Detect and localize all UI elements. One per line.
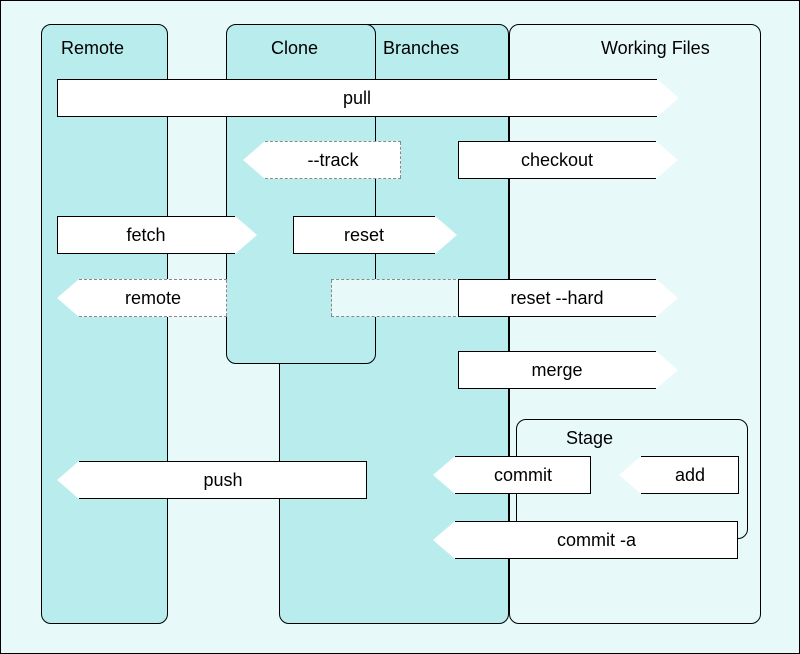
arrow-add: add [619,456,739,494]
label-stage: Stage [566,428,613,449]
arrow-text: remote [125,288,181,309]
arrow-push: push [57,461,367,499]
label-remote: Remote [61,38,124,59]
arrow-text: --track [308,150,359,171]
arrow-resethard-pre [331,279,461,317]
arrow-text: checkout [521,150,593,171]
arrow-reset: reset [293,216,457,254]
arrow-track: --track [243,141,401,179]
arrow-text: fetch [126,225,165,246]
arrow-text: reset --hard [510,288,603,309]
arrow-text: add [675,465,705,486]
arrow-text: commit [494,465,552,486]
git-flow-diagram: Branches Remote Clone Working Files Stag… [0,0,800,654]
arrow-fetch: fetch [57,216,257,254]
arrow-text: commit -a [557,530,636,551]
arrow-text: pull [343,88,371,109]
label-branches: Branches [383,38,459,59]
arrow-text: push [203,470,242,491]
label-clone: Clone [271,38,318,59]
arrow-text: reset [344,225,384,246]
arrow-merge: merge [458,351,678,389]
arrow-checkout: checkout [458,141,678,179]
arrow-remote: remote [57,279,227,317]
arrow-pull: pull [57,79,679,117]
arrow-resethard: reset --hard [458,279,678,317]
label-working: Working Files [601,38,710,59]
arrow-text: merge [531,360,582,381]
arrow-commit: commit [433,456,591,494]
arrow-commita: commit -a [433,521,738,559]
